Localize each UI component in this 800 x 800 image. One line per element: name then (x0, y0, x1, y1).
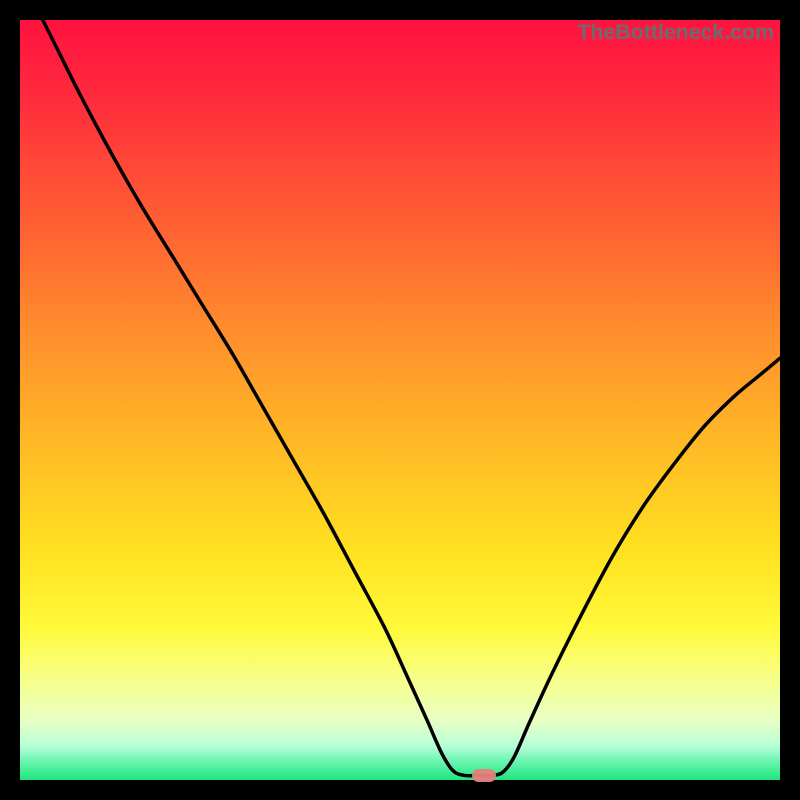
chart-frame: TheBottleneck.com (0, 0, 800, 800)
optimum-marker (472, 769, 496, 782)
watermark-text: TheBottleneck.com (577, 20, 774, 45)
plot-area (20, 20, 780, 780)
bottleneck-curve (20, 20, 780, 780)
